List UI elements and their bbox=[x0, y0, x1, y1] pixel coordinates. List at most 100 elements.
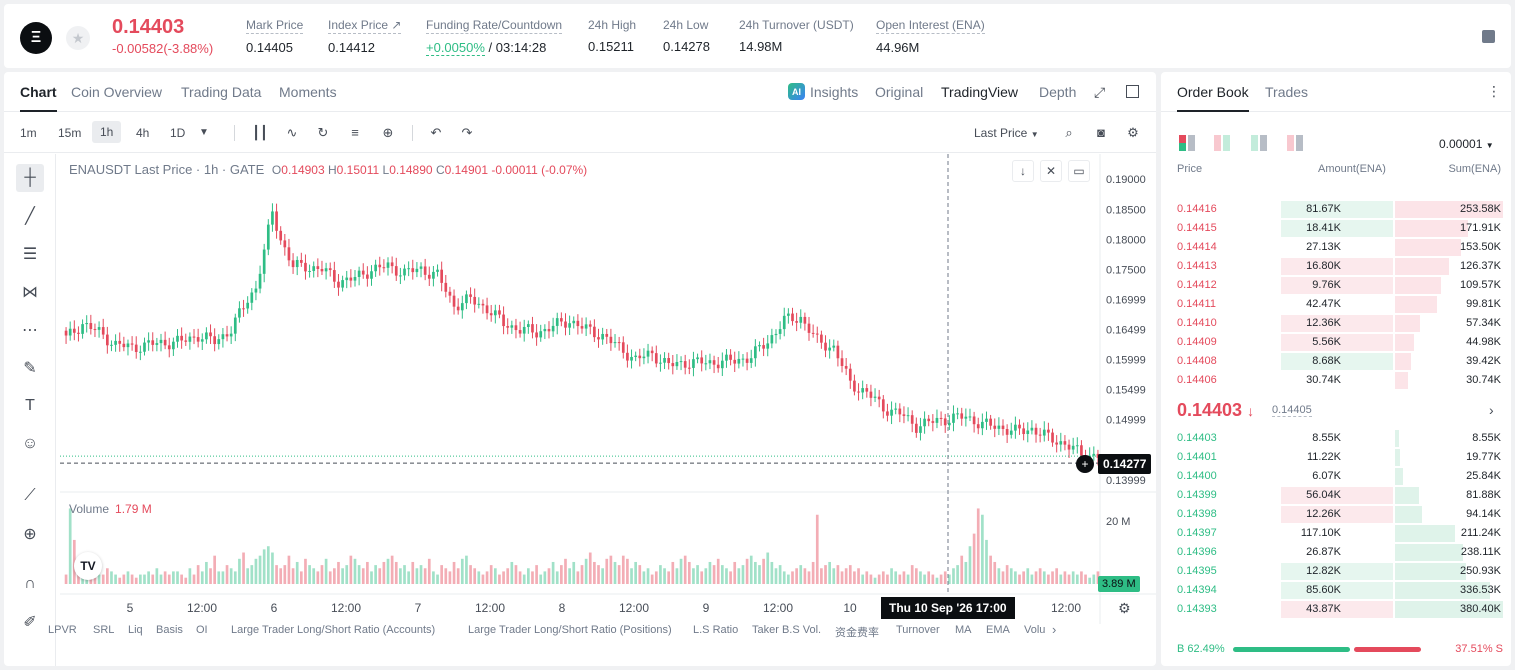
ai-insights-icon[interactable]: AI bbox=[788, 83, 805, 100]
bid-row[interactable]: 0.14395 12.82K 250.93K bbox=[1161, 562, 1511, 581]
chevron-right-icon[interactable]: › bbox=[1052, 622, 1057, 637]
tab-depth[interactable]: Depth bbox=[1039, 84, 1077, 100]
open-interest-label[interactable]: Open Interest (ENA) bbox=[876, 18, 985, 34]
interval-dropdown-icon[interactable]: ▼ bbox=[199, 127, 209, 138]
ask-row[interactable]: 0.14408 8.68K 39.42K bbox=[1161, 352, 1511, 371]
bid-row[interactable]: 0.14403 8.55K 8.55K bbox=[1161, 429, 1511, 448]
volume-bar bbox=[708, 561, 712, 584]
trendline-icon[interactable]: ╱ bbox=[25, 208, 35, 225]
ask-row[interactable]: 0.14406 30.74K 30.74K bbox=[1161, 371, 1511, 390]
indicator-liq[interactable]: Liq bbox=[128, 624, 143, 636]
indicator-large-trader-accounts[interactable]: Large Trader Long/Short Ratio (Accounts) bbox=[231, 624, 436, 636]
tab-coin-overview[interactable]: Coin Overview bbox=[71, 84, 163, 100]
bid-row[interactable]: 0.14399 56.04K 81.88K bbox=[1161, 486, 1511, 505]
funding-rate-label[interactable]: Funding Rate/Countdown bbox=[426, 18, 563, 34]
precision-select[interactable]: 0.00001 ▼ bbox=[1439, 137, 1494, 151]
mark-price-label[interactable]: Mark Price bbox=[246, 18, 304, 34]
candle-body bbox=[1080, 445, 1083, 456]
tab-moments[interactable]: Moments bbox=[279, 84, 337, 100]
bid-row[interactable]: 0.14397 117.10K 211.24K bbox=[1161, 524, 1511, 543]
tab-order-book[interactable]: Order Book bbox=[1177, 84, 1249, 112]
ask-row[interactable]: 0.14411 42.47K 99.81K bbox=[1161, 295, 1511, 314]
bid-row[interactable]: 0.14398 12.26K 94.14K bbox=[1161, 505, 1511, 524]
candle-type-icon[interactable]: ┃┃ bbox=[252, 125, 268, 140]
tab-chart[interactable]: Chart bbox=[20, 84, 57, 112]
collapse-icon[interactable]: ✕ bbox=[1040, 160, 1062, 182]
search-icon[interactable]: ⌕ bbox=[1065, 125, 1073, 140]
window-icon[interactable] bbox=[1126, 85, 1139, 98]
indicator-srl[interactable]: SRL bbox=[93, 624, 115, 636]
axis-settings-icon[interactable]: ⚙ bbox=[1118, 600, 1131, 616]
price-chart[interactable]: 0.19000 0.18500 0.18000 0.17500 0.16999 0.164… bbox=[60, 154, 1156, 624]
ask-row[interactable]: 0.14412 9.76K 109.57K bbox=[1161, 276, 1511, 295]
view-bids-icon[interactable] bbox=[1251, 135, 1267, 151]
price-type-select[interactable]: Last Price ▼ bbox=[974, 126, 1039, 140]
candle-body bbox=[279, 230, 283, 241]
scroll-down-icon[interactable]: ↓ bbox=[1012, 160, 1034, 182]
pattern-icon[interactable]: ⋈ bbox=[22, 284, 38, 301]
add-order-icon[interactable]: + bbox=[1076, 455, 1094, 473]
view-split-icon[interactable] bbox=[1214, 135, 1230, 151]
brush-icon[interactable]: ✎ bbox=[23, 360, 37, 377]
pencil-lock-icon[interactable]: ✐ bbox=[23, 614, 37, 631]
view-both-icon[interactable] bbox=[1179, 135, 1195, 151]
indicator-ma[interactable]: MA bbox=[955, 624, 972, 636]
notebook-icon[interactable] bbox=[1482, 30, 1495, 43]
chevron-right-icon[interactable]: › bbox=[1489, 402, 1494, 418]
bid-row[interactable]: 0.14394 85.60K 336.53K bbox=[1161, 581, 1511, 600]
indicator-lpvr[interactable]: LPVR bbox=[48, 624, 77, 636]
indicator-basis[interactable]: Basis bbox=[156, 624, 183, 636]
volume-bar bbox=[407, 571, 410, 584]
index-price-label[interactable]: Index Price ↗ bbox=[328, 18, 402, 34]
zoom-in-icon[interactable]: ⊕ bbox=[23, 526, 37, 543]
tab-tradingview[interactable]: TradingView bbox=[941, 84, 1019, 100]
interval-15m[interactable]: 15m bbox=[58, 126, 82, 140]
indicators-icon[interactable]: ∿ bbox=[286, 125, 298, 140]
interval-1m[interactable]: 1m bbox=[20, 126, 37, 140]
ruler-icon[interactable]: ⟋ bbox=[24, 487, 36, 504]
undo-icon[interactable]: ↶ bbox=[430, 125, 442, 140]
gear-icon[interactable]: ⚙ bbox=[1127, 125, 1139, 140]
ask-row[interactable]: 0.14409 5.56K 44.98K bbox=[1161, 333, 1511, 352]
indicator-ls-ratio[interactable]: L.S Ratio bbox=[693, 624, 739, 636]
indicator-large-trader-positions[interactable]: Large Trader Long/Short Ratio (Positions… bbox=[468, 624, 672, 636]
tab-trades[interactable]: Trades bbox=[1265, 84, 1309, 100]
indicator-oi[interactable]: OI bbox=[196, 624, 208, 636]
ask-row[interactable]: 0.14413 16.80K 126.37K bbox=[1161, 257, 1511, 276]
indicator-funding-rate[interactable]: 资金费率 bbox=[835, 627, 879, 639]
horizontal-lines-icon[interactable]: ☰ bbox=[22, 246, 38, 263]
ask-row[interactable]: 0.14414 27.13K 153.50K bbox=[1161, 238, 1511, 257]
view-asks-icon[interactable] bbox=[1287, 135, 1303, 151]
indicator-taker-bs-vol[interactable]: Taker B.S Vol. bbox=[752, 624, 822, 636]
replay-icon[interactable]: ↻ bbox=[317, 125, 329, 140]
indicator-turnover[interactable]: Turnover bbox=[896, 624, 940, 636]
interval-1h[interactable]: 1h bbox=[92, 121, 122, 143]
redo-icon[interactable]: ↷ bbox=[461, 125, 473, 140]
text-icon[interactable]: T bbox=[25, 397, 35, 414]
interval-1d[interactable]: 1D bbox=[170, 126, 186, 140]
tab-original[interactable]: Original bbox=[875, 84, 924, 100]
magnet-icon[interactable]: ∩ bbox=[24, 575, 36, 592]
expand-icon[interactable]: ⤢ bbox=[1094, 84, 1106, 100]
ask-row[interactable]: 0.14410 12.36K 57.34K bbox=[1161, 314, 1511, 333]
favorite-star-icon[interactable]: ★ bbox=[66, 26, 90, 50]
emoji-icon[interactable]: ☺ bbox=[21, 435, 39, 452]
tab-insights[interactable]: Insights bbox=[810, 84, 859, 100]
templates-icon[interactable]: ≡ bbox=[351, 125, 359, 140]
indicator-ema[interactable]: EMA bbox=[986, 624, 1010, 636]
fullscreen-icon[interactable]: ▭ bbox=[1068, 160, 1090, 182]
ask-row[interactable]: 0.14415 18.41K 171.91K bbox=[1161, 219, 1511, 238]
bid-row[interactable]: 0.14393 43.87K 380.40K bbox=[1161, 600, 1511, 619]
interval-4h[interactable]: 4h bbox=[136, 126, 150, 140]
fib-icon[interactable]: ⋯ bbox=[22, 322, 38, 339]
bid-row[interactable]: 0.14396 26.87K 238.11K bbox=[1161, 543, 1511, 562]
indicator-volume[interactable]: Volu bbox=[1024, 624, 1046, 636]
crosshair-icon[interactable]: ┼ bbox=[16, 164, 44, 192]
camera-icon[interactable]: ◙ bbox=[1097, 125, 1105, 140]
ask-row[interactable]: 0.14416 81.67K 253.58K bbox=[1161, 200, 1511, 219]
bid-row[interactable]: 0.14401 11.22K 19.77K bbox=[1161, 448, 1511, 467]
more-icon[interactable]: ⋮ bbox=[1487, 83, 1501, 99]
alert-add-icon[interactable]: ⊕ bbox=[382, 125, 394, 140]
tab-trading-data[interactable]: Trading Data bbox=[181, 84, 262, 100]
bid-row[interactable]: 0.14400 6.07K 25.84K bbox=[1161, 467, 1511, 486]
